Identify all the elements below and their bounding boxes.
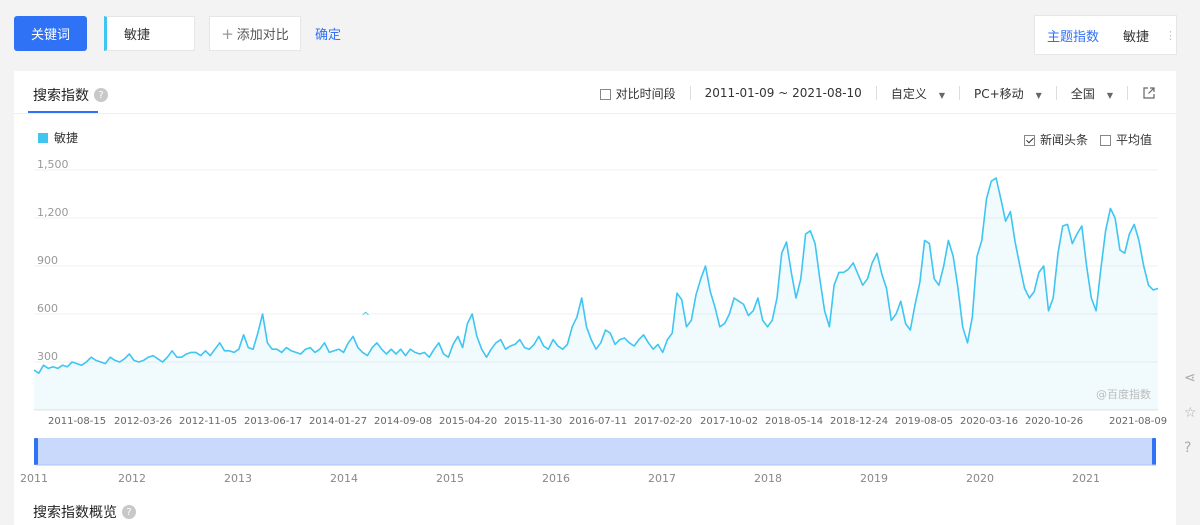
- average-checkbox[interactable]: 平均值: [1099, 131, 1152, 148]
- tab-label: 搜索指数: [33, 88, 89, 104]
- y-tick-label: 900: [37, 254, 58, 267]
- x-tick-label: 2015-04-20: [439, 416, 497, 427]
- device-label: PC+移动: [974, 86, 1024, 101]
- date-range[interactable]: 2011-01-09 ~ 2021-08-10: [704, 86, 862, 100]
- keyword-input[interactable]: 敏捷: [104, 16, 195, 51]
- more-vertical-icon[interactable]: ⋮: [1165, 28, 1176, 42]
- share-icon[interactable]: ⋖: [1184, 370, 1196, 386]
- help-icon[interactable]: ?: [122, 505, 136, 519]
- timeline-year-label: 2011: [20, 472, 48, 485]
- checkbox-icon: [599, 88, 611, 100]
- x-tick-label: 2012-03-26: [114, 416, 172, 427]
- topic-index-box: 主题指数 敏捷 ⋮: [1034, 15, 1177, 55]
- timeline-handle-left: [34, 438, 38, 465]
- caret-down-icon: ▼: [1106, 90, 1113, 100]
- x-tick-label: 2017-02-20: [634, 416, 692, 427]
- divider: [14, 113, 1176, 114]
- x-tick-label: 2020-03-16: [960, 416, 1018, 427]
- x-tick-label: 2021-08-09: [1109, 416, 1167, 427]
- y-tick-label: 600: [37, 302, 58, 315]
- chart-legend[interactable]: 敏捷: [38, 129, 78, 146]
- region-dropdown[interactable]: 全国 ▼: [1071, 85, 1113, 102]
- timeline-year-label: 2015: [436, 472, 464, 485]
- x-tick-label: 2018-12-24: [830, 416, 888, 427]
- help-circle-icon[interactable]: ?: [1184, 440, 1192, 456]
- timeline-year-label: 2020: [966, 472, 994, 485]
- y-tick-label: 1,500: [37, 158, 69, 171]
- timeline-year-label: 2021: [1072, 472, 1100, 485]
- overview-title: 搜索指数概览 ?: [33, 502, 136, 522]
- news-checkbox[interactable]: 新闻头条: [1023, 131, 1088, 148]
- x-tick-label: 2014-09-08: [374, 416, 432, 427]
- x-tick-label: 2011-08-15: [48, 416, 106, 427]
- tab-underline: [28, 111, 98, 113]
- timeline-year-label: 2017: [648, 472, 676, 485]
- y-tick-label: 1,200: [37, 206, 69, 219]
- checkbox-checked-icon: [1023, 135, 1035, 146]
- series-area: [34, 178, 1158, 410]
- keyword-value: 敏捷: [124, 28, 151, 43]
- timeline-year-label: 2012: [118, 472, 146, 485]
- help-icon[interactable]: ?: [94, 88, 108, 102]
- series-line: [33, 177, 1159, 374]
- timeline-range: [36, 438, 1156, 465]
- caret-down-icon: ▼: [938, 90, 945, 100]
- checkbox-icon: [1099, 135, 1111, 146]
- timeline-year-label: 2019: [860, 472, 888, 485]
- plus-icon: +: [221, 24, 234, 43]
- custom-label: 自定义: [890, 86, 927, 101]
- x-tick-label: 2020-10-26: [1025, 416, 1083, 427]
- x-tick-label: 2013-06-17: [244, 416, 302, 427]
- topic-keyword: 敏捷: [1123, 29, 1150, 45]
- timeline-year-label: 2014: [330, 472, 358, 485]
- timeline-year-label: 2016: [542, 472, 570, 485]
- external-link-icon[interactable]: [1142, 86, 1156, 100]
- add-compare-button[interactable]: + 添加对比: [209, 16, 301, 51]
- device-dropdown[interactable]: PC+移动 ▼: [974, 85, 1042, 102]
- x-tick-label: 2017-10-02: [700, 416, 758, 427]
- confirm-link[interactable]: 确定: [315, 28, 342, 43]
- filter-bar: 对比时间段 2011-01-09 ~ 2021-08-10 自定义 ▼ PC+移动…: [599, 85, 1156, 102]
- compare-period-label: 对比时间段: [615, 86, 676, 101]
- x-tick-label: 2014-01-27: [309, 416, 367, 427]
- side-toolbar: ⋖ ☆ ?: [1184, 370, 1200, 475]
- x-tick-label: 2019-08-05: [895, 416, 953, 427]
- tab-search-index[interactable]: 搜索指数 ?: [33, 85, 108, 105]
- x-tick-label: 2016-07-11: [569, 416, 627, 427]
- keyword-button[interactable]: 关键词: [14, 16, 87, 51]
- add-compare-label: 添加对比: [236, 28, 289, 43]
- timeline-year-label: 2018: [754, 472, 782, 485]
- news-label: 新闻头条: [1039, 133, 1088, 147]
- star-icon[interactable]: ☆: [1184, 405, 1197, 421]
- timeline-handle-right: [1152, 438, 1156, 465]
- watermark: @百度指数: [1096, 387, 1151, 401]
- region-label: 全国: [1070, 86, 1095, 101]
- average-label: 平均值: [1115, 133, 1152, 147]
- custom-dropdown[interactable]: 自定义 ▼: [891, 85, 945, 102]
- topic-index-link[interactable]: 主题指数: [1047, 29, 1100, 45]
- x-tick-label: 2015-11-30: [504, 416, 562, 427]
- compare-period-checkbox[interactable]: 对比时间段: [599, 85, 676, 102]
- timeline-year-label: 2013: [224, 472, 252, 485]
- news-marker: ^: [361, 310, 370, 323]
- y-tick-label: 300: [37, 350, 58, 363]
- legend-label: 敏捷: [54, 131, 79, 145]
- x-tick-label: 2012-11-05: [179, 416, 237, 427]
- overview-label: 搜索指数概览: [33, 505, 117, 521]
- legend-swatch: [38, 132, 48, 143]
- caret-down-icon: ▼: [1035, 90, 1042, 100]
- chart-options: 新闻头条 平均值: [1023, 131, 1152, 148]
- x-tick-label: 2018-05-14: [765, 416, 823, 427]
